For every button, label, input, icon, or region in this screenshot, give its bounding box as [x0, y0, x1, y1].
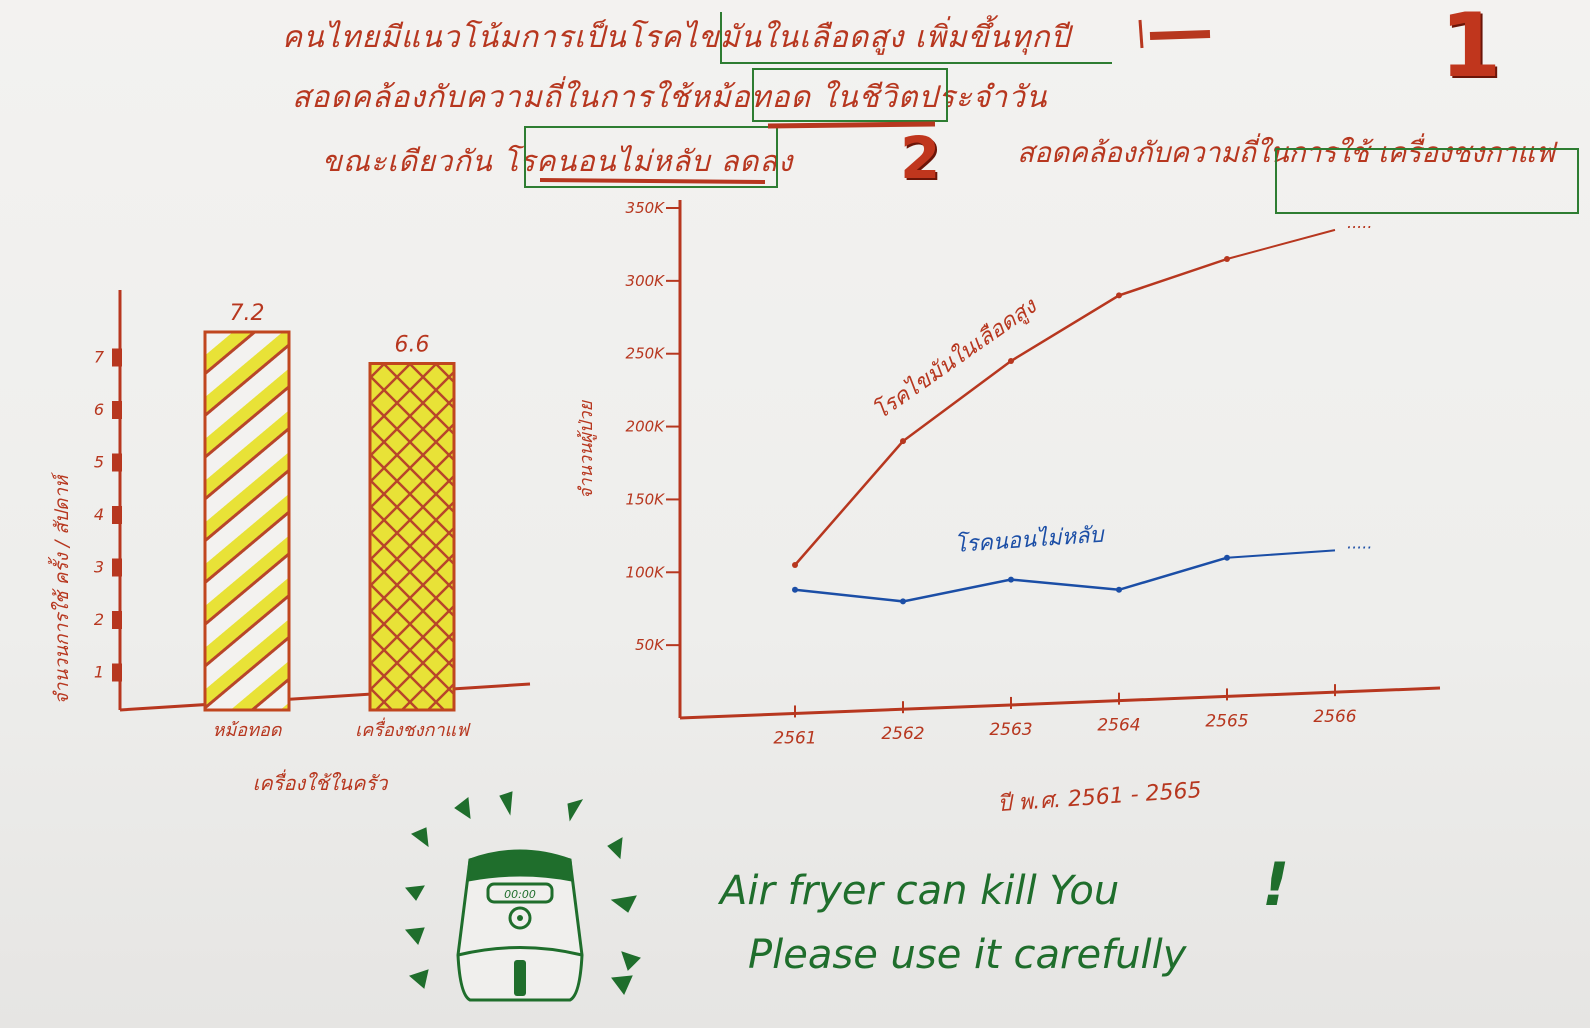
air-fryer-drawing: 00:00	[405, 791, 641, 1002]
line-point	[1116, 586, 1122, 593]
scribble-mark	[1149, 30, 1211, 40]
line-point	[792, 562, 798, 568]
line-y-tick-label: 150K	[626, 490, 666, 508]
highlight-box-coffee-maker	[1275, 148, 1579, 214]
line-continuation: .....	[1347, 213, 1372, 232]
line-x-tick-label: 2563	[989, 720, 1032, 740]
line-point	[1116, 292, 1122, 299]
line-continuation: .....	[1347, 533, 1372, 552]
line-series-tail	[1226, 228, 1336, 260]
fryer-display	[486, 882, 554, 904]
line-chart: 50K 100K 150K 200K 250K 300K 350K 2561 2562 2563 2…	[576, 199, 1441, 817]
header-line-3: ขณะเดียวกัน โรคนอนไม่หลับ ลดลง	[322, 144, 794, 178]
warning-ray	[405, 885, 425, 901]
bar-category-label: หม้อทอด	[213, 720, 283, 741]
bar-y-tick	[112, 663, 122, 682]
warning-ray	[611, 975, 633, 995]
underline-insomnia	[539, 178, 766, 184]
line-point	[1008, 358, 1014, 364]
header-line-4: สอดคล้องกับความถี่ในการใช้ เครื่องชงกาแฟ	[1017, 136, 1555, 169]
line-point	[900, 598, 906, 605]
warning-ray	[499, 791, 513, 816]
highlight-box-air-fryer-use	[752, 68, 948, 122]
line-series-tail	[1226, 549, 1336, 559]
line-point	[1224, 256, 1230, 262]
bar-y-tick	[112, 558, 122, 577]
highlight-box-hyperlipidemia	[720, 12, 1112, 64]
line-y-tick-label: 100K	[626, 563, 666, 581]
bar-y-tick-label: 6	[94, 400, 104, 419]
line-x-axis-title: ปี พ.ศ. 2561 - 2565	[997, 778, 1203, 817]
line-y-tick-label: 200K	[626, 418, 666, 436]
underline-air-fryer	[767, 121, 936, 129]
bar-y-tick-label: 1	[94, 663, 104, 682]
slogan-line-1: Air fryer can kill You	[720, 868, 1120, 914]
bar	[368, 362, 456, 712]
line-y-tick-label: 50K	[635, 636, 665, 654]
bar-y-tick	[112, 348, 122, 367]
warning-ray	[405, 927, 425, 945]
warning-ray	[621, 951, 641, 971]
warning-ray	[610, 895, 637, 913]
warning-rays	[405, 791, 641, 995]
bar-y-tick	[112, 401, 122, 419]
highlight-box-insomnia	[524, 126, 778, 188]
warning-ray	[409, 969, 429, 989]
line-point	[1224, 554, 1230, 561]
marker-number-1: 1	[1440, 0, 1502, 97]
bar-x-axis	[119, 682, 531, 712]
series-label-insomnia: โรคนอนไม่หลับ	[954, 522, 1107, 558]
line-x-tick-label: 2565	[1205, 711, 1248, 731]
header-line-2: สอดคล้องกับความถี่ในการใช้หม้อทอด ในชีวิ…	[292, 80, 1048, 115]
warning-ray	[411, 827, 429, 848]
bar-y-tick-label: 5	[94, 453, 104, 472]
bar-category-label: เครื่องชงกาแฟ	[355, 717, 471, 741]
bar	[203, 330, 291, 712]
line-y-tick-label: 350K	[626, 199, 666, 217]
bar-y-tick-label: 7	[94, 348, 105, 367]
slogan-line-2: Please use it carefully	[748, 932, 1187, 978]
bar-data-label: 7.2	[230, 301, 265, 326]
bar-y-tick	[112, 611, 122, 629]
bar-y-tick	[112, 453, 122, 472]
slash-mark	[1138, 19, 1144, 49]
warning-ray	[454, 797, 471, 820]
slogan-exclaim: !	[1262, 850, 1290, 920]
header-underlines	[539, 19, 1211, 184]
line-point	[900, 438, 906, 445]
line-x-axis	[679, 686, 1441, 720]
line-y-tick-label: 300K	[626, 272, 666, 290]
line-y-tick-label: 250K	[626, 345, 666, 363]
fryer-display-text: 00:00	[504, 888, 536, 901]
marker-number-2: 2	[900, 124, 941, 192]
line-point	[792, 586, 798, 593]
warning-ray	[567, 799, 584, 822]
bar-y-tick	[112, 506, 122, 524]
line-x-tick-label: 2564	[1097, 716, 1140, 736]
bar-data-label: 6.6	[395, 333, 430, 358]
line-x-tick-label: 2566	[1313, 707, 1356, 727]
bar-y-tick-label: 3	[94, 558, 104, 577]
warning-ray	[607, 837, 623, 860]
line-x-tick-label: 2562	[881, 724, 924, 744]
line-x-tick-label: 2561	[773, 728, 816, 748]
bar-y-axis-title: จำนวนการใช้ ครั้ง / สัปดาห์	[47, 472, 73, 705]
bar-chart: 1 2 3 4 5 6 7 7.2 หม้อทอด 6.6 เครื่องชงกาแฟเครื่อง…	[47, 290, 531, 795]
fryer-handle	[514, 960, 526, 996]
bar-y-tick-label: 4	[94, 505, 104, 524]
header-line-1: คนไทยมีแนวโน้มการเป็นโรคไขมันในเลือดสูง …	[282, 20, 1071, 55]
line-y-axis-title: จำนวนผู้ป่วย	[576, 400, 597, 499]
bar-y-tick-label: 2	[94, 610, 104, 629]
bar-x-axis-title: เครื่องใช้ในครัว	[253, 769, 390, 795]
line-point	[1008, 576, 1014, 583]
